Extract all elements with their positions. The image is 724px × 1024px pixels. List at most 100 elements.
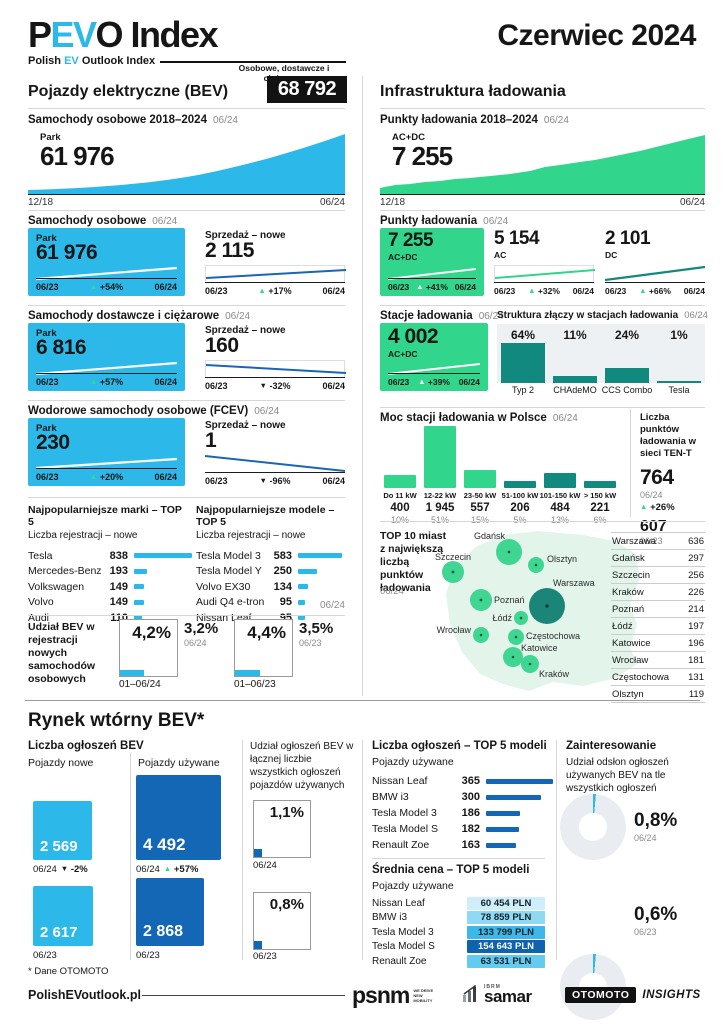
connectors-bar-chart: 64% 11% 24% 1% — [497, 324, 705, 383]
used-top-models-subtitle: Pojazdy używane — [372, 756, 454, 768]
share-mini-bar — [120, 670, 144, 676]
top-models-title: Najpopularniejsze modele – TOP 5 — [196, 504, 335, 528]
cities-date: 06/24 — [380, 586, 404, 597]
city-row: Olsztyn 119 — [611, 685, 705, 702]
map-label-olsztyn: Olsztyn — [547, 554, 577, 564]
listings-title: Liczba ogłoszeń BEV — [28, 740, 144, 752]
psnm-logo: psnm WE DRIVE NEW MOBILITY — [352, 982, 434, 1008]
website-link[interactable]: PolishEVoutlook.pl — [28, 988, 141, 1002]
city-row: Gdańsk 297 — [611, 549, 705, 566]
cities-table: Warszawa 636 Gdańsk 297 Szczecin 256 Kraków… — [611, 532, 705, 703]
points-acdc-card: 7 255 AC+DC 06/23 ▲ +41% 06/24 — [380, 228, 484, 296]
model-row: Tesla Model 3 583 — [196, 548, 345, 564]
dostawcze-sales-card: Sprzedaż – nowe 160 06/23 ▼ -32% 06/24 — [205, 325, 346, 391]
trend-line-up — [388, 363, 480, 375]
used-model-row: Tesla Model 3 186 — [372, 805, 548, 821]
samar-logo: IBRM samar — [462, 984, 532, 1005]
used-top-models-title: Liczba ogłoszeń – TOP 5 modeli — [372, 740, 547, 752]
stations-title: Stacje ładowania 06/24 — [380, 310, 504, 322]
logo: PEVO Index — [28, 14, 219, 56]
logo-part: O Index — [95, 14, 219, 55]
connectors-title: Struktura złączy w stacjach ładowania 06/… — [497, 310, 708, 321]
brand-row: Mercedes-Benz 193 — [28, 564, 188, 580]
map-label-warszawa: Warszawa — [553, 578, 595, 588]
power-col: Do 11 kW 400 10% — [380, 426, 420, 525]
bev-history-title: Samochody osobowe 2018–2024 06/24 — [28, 114, 238, 126]
top-brands-title: Najpopularniejsze marki – TOP 5 — [28, 504, 182, 528]
connectors-labels: Typ 2 CHAdeMO CCS Combo Tesla — [511, 385, 690, 395]
share-box-date: 06/24 — [253, 860, 277, 871]
interest-title: Zainteresowanie — [566, 740, 657, 752]
brand-row: Tesla 838 — [28, 548, 192, 564]
power-title: Moc stacji ładowania w Polsce 06/24 — [380, 412, 578, 424]
logo-subtitle: Polish EV Outlook Index — [28, 55, 156, 67]
total-bev-badge: 68 792 — [267, 76, 347, 103]
trend-line-down — [205, 455, 345, 472]
fcev-park-card: Park 230 06/23 ▲ +20% 06/24 — [28, 418, 185, 486]
trend-up-icon: ▲ — [258, 286, 266, 295]
samar-chart-icon — [463, 985, 476, 1002]
connector-col: 64% — [497, 324, 549, 383]
city-row: Poznań 214 — [611, 600, 705, 617]
trend-down-icon: ▼ — [259, 476, 267, 485]
area-series — [380, 135, 705, 194]
price-row: Nissan Leaf 60 454 PLN — [372, 896, 545, 911]
trend-line-up — [495, 269, 595, 279]
tent-title: Liczba punktów ładowania w sieci TEN-T — [640, 412, 696, 459]
bev-share-label: Udział BEV w rejestracji nowych samochod… — [28, 621, 96, 685]
metric-value: 7 255 — [392, 141, 453, 171]
model-row: Tesla Model Y 250 — [196, 564, 345, 580]
fcev-title: Wodorowe samochody osobowe (FCEV) 06/24 — [28, 405, 280, 417]
listings-used-current-square: 4 492 — [136, 775, 221, 860]
brand-row: Volkswagen 149 — [28, 579, 188, 595]
bev-history-area-chart: Park 61 976 — [28, 128, 345, 195]
trend-up-icon: ▲ — [418, 377, 426, 386]
power-col: 12-22 kW 1 945 51% — [420, 426, 460, 525]
osobowe-park-card: Park 61 976 06/23 ▲ +54% 06/24 — [28, 228, 185, 296]
city-row: Szczecin 256 — [611, 566, 705, 583]
metric-value: 61 976 — [40, 141, 115, 171]
listings-new-previous-square: 2 617 — [33, 886, 93, 946]
interest-previous-value: 0,6% — [634, 904, 678, 925]
trend-up-icon: ▲ — [163, 864, 172, 873]
map-label-katowice: Katowice — [521, 643, 558, 653]
avg-price-subtitle: Pojazdy używane — [372, 880, 454, 892]
top5-date: 06/24 — [319, 600, 345, 611]
listings-used-current-label: 06/24 ▲ +57% — [136, 864, 199, 875]
points-history-area-chart: AC+DC 7 255 — [380, 128, 705, 195]
trend-line-up — [36, 457, 177, 470]
share-box-period: 01–06/24 — [119, 679, 161, 690]
share-box-period: 01–06/23 — [234, 679, 276, 690]
city-bubbles — [442, 539, 565, 673]
share-mini-square — [254, 941, 262, 949]
connector-col: 11% — [549, 324, 601, 383]
listings-used-previous-label: 06/23 — [136, 950, 160, 961]
trend-up-icon: ▲ — [89, 377, 98, 386]
trend-down-icon: ▼ — [259, 381, 267, 390]
tent-current: 764 — [640, 466, 674, 489]
price-row: BMW i3 78 859 PLN — [372, 911, 545, 926]
points-ac-card: 5 154 AC 06/23 ▲ +32% 06/24 — [494, 228, 595, 296]
power-bar-chart: Do 11 kW 400 10% 12-22 kW 1 945 51% 23-50 kW… — [380, 426, 620, 525]
logo-part: P — [28, 14, 52, 55]
points-history-title: Punkty ładowania 2018–2024 06/24 — [380, 114, 569, 126]
map-label-lodz: Łódź — [492, 613, 512, 623]
bev-share-box-current: 4,2% — [119, 619, 178, 677]
city-labels: Gdańsk Szczecin Olsztyn Warszawa Poznań … — [435, 531, 595, 679]
avg-price-title: Średnia cena – TOP 5 modeli — [372, 864, 530, 876]
brand-row: Volvo 149 — [28, 595, 188, 611]
power-col: 101-150 kW 484 13% — [540, 426, 580, 525]
listings-new-current-label: 06/24 ▼ -2% — [33, 864, 88, 875]
trend-up-icon: ▲ — [89, 282, 98, 291]
secondary-market-title: Rynek wtórny BEV* — [28, 710, 205, 731]
trend-line-down — [206, 364, 346, 374]
avg-price-list: Nissan Leaf 60 454 PLN BMW i3 78 859 PLN T… — [372, 896, 545, 969]
power-col: > 150 kW 221 6% — [580, 426, 620, 525]
city-row: Warszawa 636 — [611, 532, 705, 549]
city-row: Katowice 196 — [611, 634, 705, 651]
top-brands-subtitle: Liczba rejestracji – nowe — [28, 530, 138, 541]
fcev-sales-card: Sprzedaż – nowe 1 06/23 ▼ -96% 06/24 — [205, 420, 345, 486]
dostawcze-title: Samochody dostawcze i ciężarowe 06/24 — [28, 310, 251, 322]
power-col: 51-100 kW 206 5% — [500, 426, 540, 525]
